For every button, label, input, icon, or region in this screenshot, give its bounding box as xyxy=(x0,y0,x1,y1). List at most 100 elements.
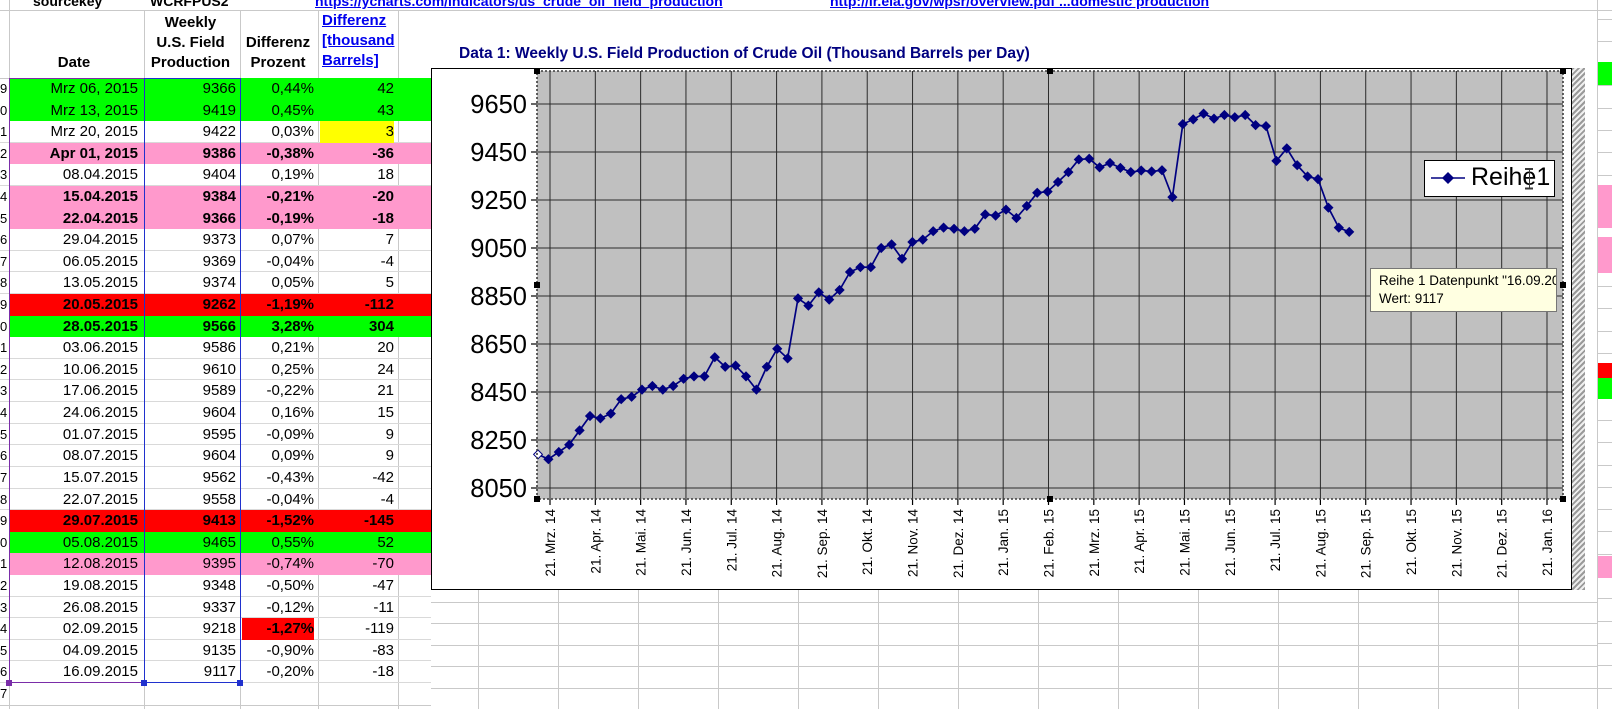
diff-percent-cell[interactable]: -1,27% xyxy=(242,618,314,640)
date-cell[interactable]: 16.09.2015 xyxy=(62,663,138,681)
diff-percent-cell[interactable]: 0,55% xyxy=(271,533,314,551)
production-cell[interactable]: 9374 xyxy=(202,274,236,292)
chart-selection-border[interactable] xyxy=(1572,68,1585,590)
chart-object[interactable]: 9650 9450 9250 9050 8850 8650 8450 8250 8050 21. … xyxy=(431,68,1572,590)
diff-percent-cell[interactable]: -0,50% xyxy=(266,576,314,594)
production-cell[interactable]: 9558 xyxy=(202,490,236,508)
row-number[interactable]: 5 xyxy=(0,426,7,442)
diff-barrels-cell[interactable]: 21 xyxy=(377,382,394,400)
date-cell[interactable]: 28.05.2015 xyxy=(62,317,138,335)
diff-barrels-cell[interactable]: 3 xyxy=(320,121,394,143)
diff-barrels-cell[interactable]: -70 xyxy=(372,555,394,573)
diff-percent-cell[interactable]: -0,90% xyxy=(266,641,314,659)
diff-percent-cell[interactable]: -0,04% xyxy=(266,252,314,270)
diff-barrels-cell[interactable]: 18 xyxy=(377,166,394,184)
diff-barrels-cell[interactable]: 42 xyxy=(377,80,394,97)
production-cell[interactable]: 9586 xyxy=(202,339,236,357)
diff-barrels-cell[interactable]: 5 xyxy=(385,274,394,292)
diff-percent-cell[interactable]: 0,21% xyxy=(271,339,314,357)
date-cell[interactable]: 02.09.2015 xyxy=(62,620,138,638)
row-number[interactable]: 6 xyxy=(0,664,7,680)
row-number[interactable]: 4 xyxy=(0,621,7,637)
category-range-selection[interactable] xyxy=(9,78,145,683)
chart-legend[interactable]: Reihe1 xyxy=(1424,160,1555,197)
row-number[interactable]: 5 xyxy=(0,642,7,658)
right-column-cell[interactable] xyxy=(1598,207,1612,228)
eia-link[interactable]: http://ir.eia.gov/wpsr/overview.pdf ...d… xyxy=(830,0,1210,9)
right-column-cell[interactable] xyxy=(1598,185,1612,207)
date-cell[interactable]: 20.05.2015 xyxy=(62,296,138,314)
production-cell[interactable]: 9566 xyxy=(202,317,236,335)
production-cell[interactable]: 9413 xyxy=(202,512,236,530)
date-cell[interactable]: 04.09.2015 xyxy=(62,641,138,659)
right-column-cell[interactable] xyxy=(1598,237,1612,273)
diff-barrels-cell[interactable]: 43 xyxy=(377,101,394,119)
diff-percent-cell[interactable]: 3,28% xyxy=(271,317,314,335)
diff-barrels-cell[interactable]: -18 xyxy=(372,663,394,681)
production-cell[interactable]: 9589 xyxy=(202,382,236,400)
production-cell[interactable]: 9562 xyxy=(202,468,236,486)
date-cell[interactable]: Mrz 06, 2015 xyxy=(50,80,138,97)
right-column-cell[interactable] xyxy=(1598,62,1612,85)
range-handle[interactable] xyxy=(6,680,12,686)
diff-percent-cell[interactable]: -0,12% xyxy=(266,598,314,616)
diff-barrels-cell[interactable]: 9 xyxy=(385,447,394,465)
row-number[interactable]: 1 xyxy=(0,556,7,572)
date-cell[interactable]: 08.04.2015 xyxy=(62,166,138,184)
diff-percent-cell[interactable]: 0,19% xyxy=(271,166,314,184)
diff-barrels-cell[interactable]: -145 xyxy=(363,512,394,530)
date-cell[interactable]: Apr 01, 2015 xyxy=(49,144,138,162)
diff-barrels-cell[interactable]: 20 xyxy=(377,339,394,357)
production-cell[interactable]: 9369 xyxy=(202,252,236,270)
row-number[interactable]: 4 xyxy=(0,189,7,205)
row-number[interactable]: 7 xyxy=(0,469,7,485)
date-cell[interactable]: 13.05.2015 xyxy=(62,274,138,292)
date-cell[interactable]: Mrz 20, 2015 xyxy=(50,123,138,141)
row-number[interactable]: 3 xyxy=(0,383,7,399)
row-number[interactable]: 3 xyxy=(0,599,7,615)
row-number[interactable]: 6 xyxy=(0,232,7,248)
diff-percent-cell[interactable]: 0,09% xyxy=(271,447,314,465)
row-number[interactable]: 2 xyxy=(0,361,7,377)
diff-percent-cell[interactable]: 0,05% xyxy=(271,274,314,292)
range-handle[interactable] xyxy=(237,680,243,686)
production-cell[interactable]: 9604 xyxy=(202,447,236,465)
row-number[interactable]: 6 xyxy=(0,448,7,464)
diff-percent-cell[interactable]: -0,43% xyxy=(266,468,314,486)
diff-barrels-cell[interactable]: 24 xyxy=(377,360,394,378)
diff-barrels-cell[interactable]: -4 xyxy=(380,490,394,508)
date-cell[interactable]: 08.07.2015 xyxy=(62,447,138,465)
diff-barrels-cell[interactable]: 15 xyxy=(377,404,394,422)
range-handle[interactable] xyxy=(140,680,147,686)
row-number[interactable]: 1 xyxy=(0,124,7,140)
row-number[interactable]: 1 xyxy=(0,340,7,356)
diff-barrels-cell[interactable]: -83 xyxy=(372,641,394,659)
production-cell[interactable]: 9117 xyxy=(203,663,236,681)
row-number[interactable]: 9 xyxy=(0,81,7,96)
diff-barrels-cell[interactable]: 52 xyxy=(377,533,394,551)
diff-barrels-cell[interactable]: -36 xyxy=(372,144,394,162)
production-cell[interactable]: 9610 xyxy=(202,360,236,378)
diff-percent-cell[interactable]: 0,16% xyxy=(271,404,314,422)
date-cell[interactable]: 17.06.2015 xyxy=(62,382,138,400)
diff-percent-cell[interactable]: 0,44% xyxy=(271,80,314,97)
diff-barrels-cell[interactable]: -47 xyxy=(372,576,394,594)
row-number[interactable]: 9 xyxy=(0,297,7,313)
row-number[interactable]: 4 xyxy=(0,405,7,421)
diff-percent-cell[interactable]: -0,22% xyxy=(266,382,314,400)
production-cell[interactable]: 9395 xyxy=(202,555,236,573)
diff-barrels-cell[interactable]: -119 xyxy=(365,620,394,638)
date-cell[interactable]: 26.08.2015 xyxy=(62,598,138,616)
right-column-cell[interactable] xyxy=(1598,556,1612,578)
right-column-cell[interactable] xyxy=(1598,363,1612,378)
date-cell[interactable]: Mrz 13, 2015 xyxy=(50,101,138,119)
ycharts-link[interactable]: https://ycharts.com/indicators/us_crude_… xyxy=(315,0,723,9)
row-number[interactable]: 5 xyxy=(0,210,7,226)
production-cell[interactable]: 9404 xyxy=(202,166,236,184)
right-column-cell[interactable] xyxy=(1598,378,1612,399)
date-cell[interactable]: 24.06.2015 xyxy=(62,404,138,422)
diff-percent-cell[interactable]: -0,19% xyxy=(266,209,314,227)
diff-barrels-cell[interactable]: -11 xyxy=(373,598,394,616)
diff-barrels-cell[interactable]: -20 xyxy=(372,188,394,206)
diff-percent-cell[interactable]: 0,07% xyxy=(271,231,314,249)
